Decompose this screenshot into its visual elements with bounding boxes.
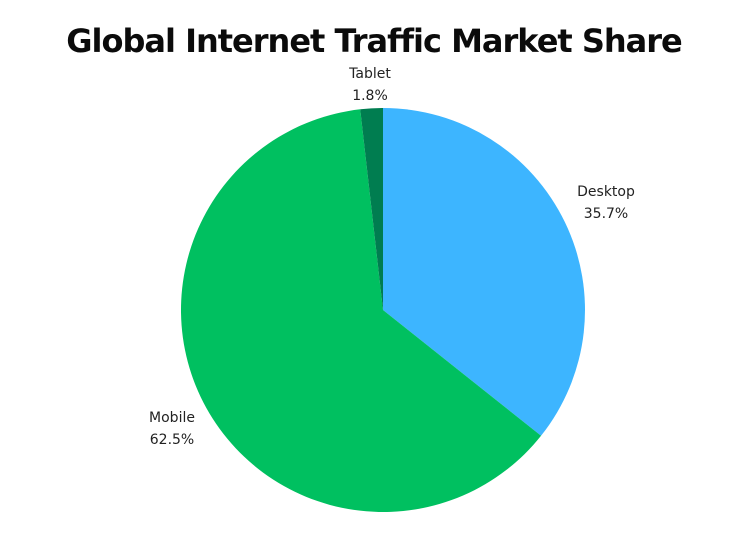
chart-title: Global Internet Traffic Market Share — [66, 22, 683, 60]
pie-slices — [180, 107, 585, 512]
pie-slice-tablet — [360, 107, 383, 310]
pie-slice-mobile — [180, 109, 542, 512]
pie-slice-desktop — [383, 108, 585, 436]
pie-labels: Desktop 35.7% Mobile 62.5% Tablet 1.8% — [149, 66, 635, 448]
slice-label-desktop: Desktop — [577, 184, 635, 200]
slice-value-tablet: 1.8% — [352, 88, 388, 104]
slice-value-desktop: 35.7% — [584, 206, 628, 222]
slice-label-tablet: Tablet — [348, 66, 391, 82]
slice-label-mobile: Mobile — [149, 410, 195, 426]
slice-value-mobile: 62.5% — [150, 432, 194, 448]
